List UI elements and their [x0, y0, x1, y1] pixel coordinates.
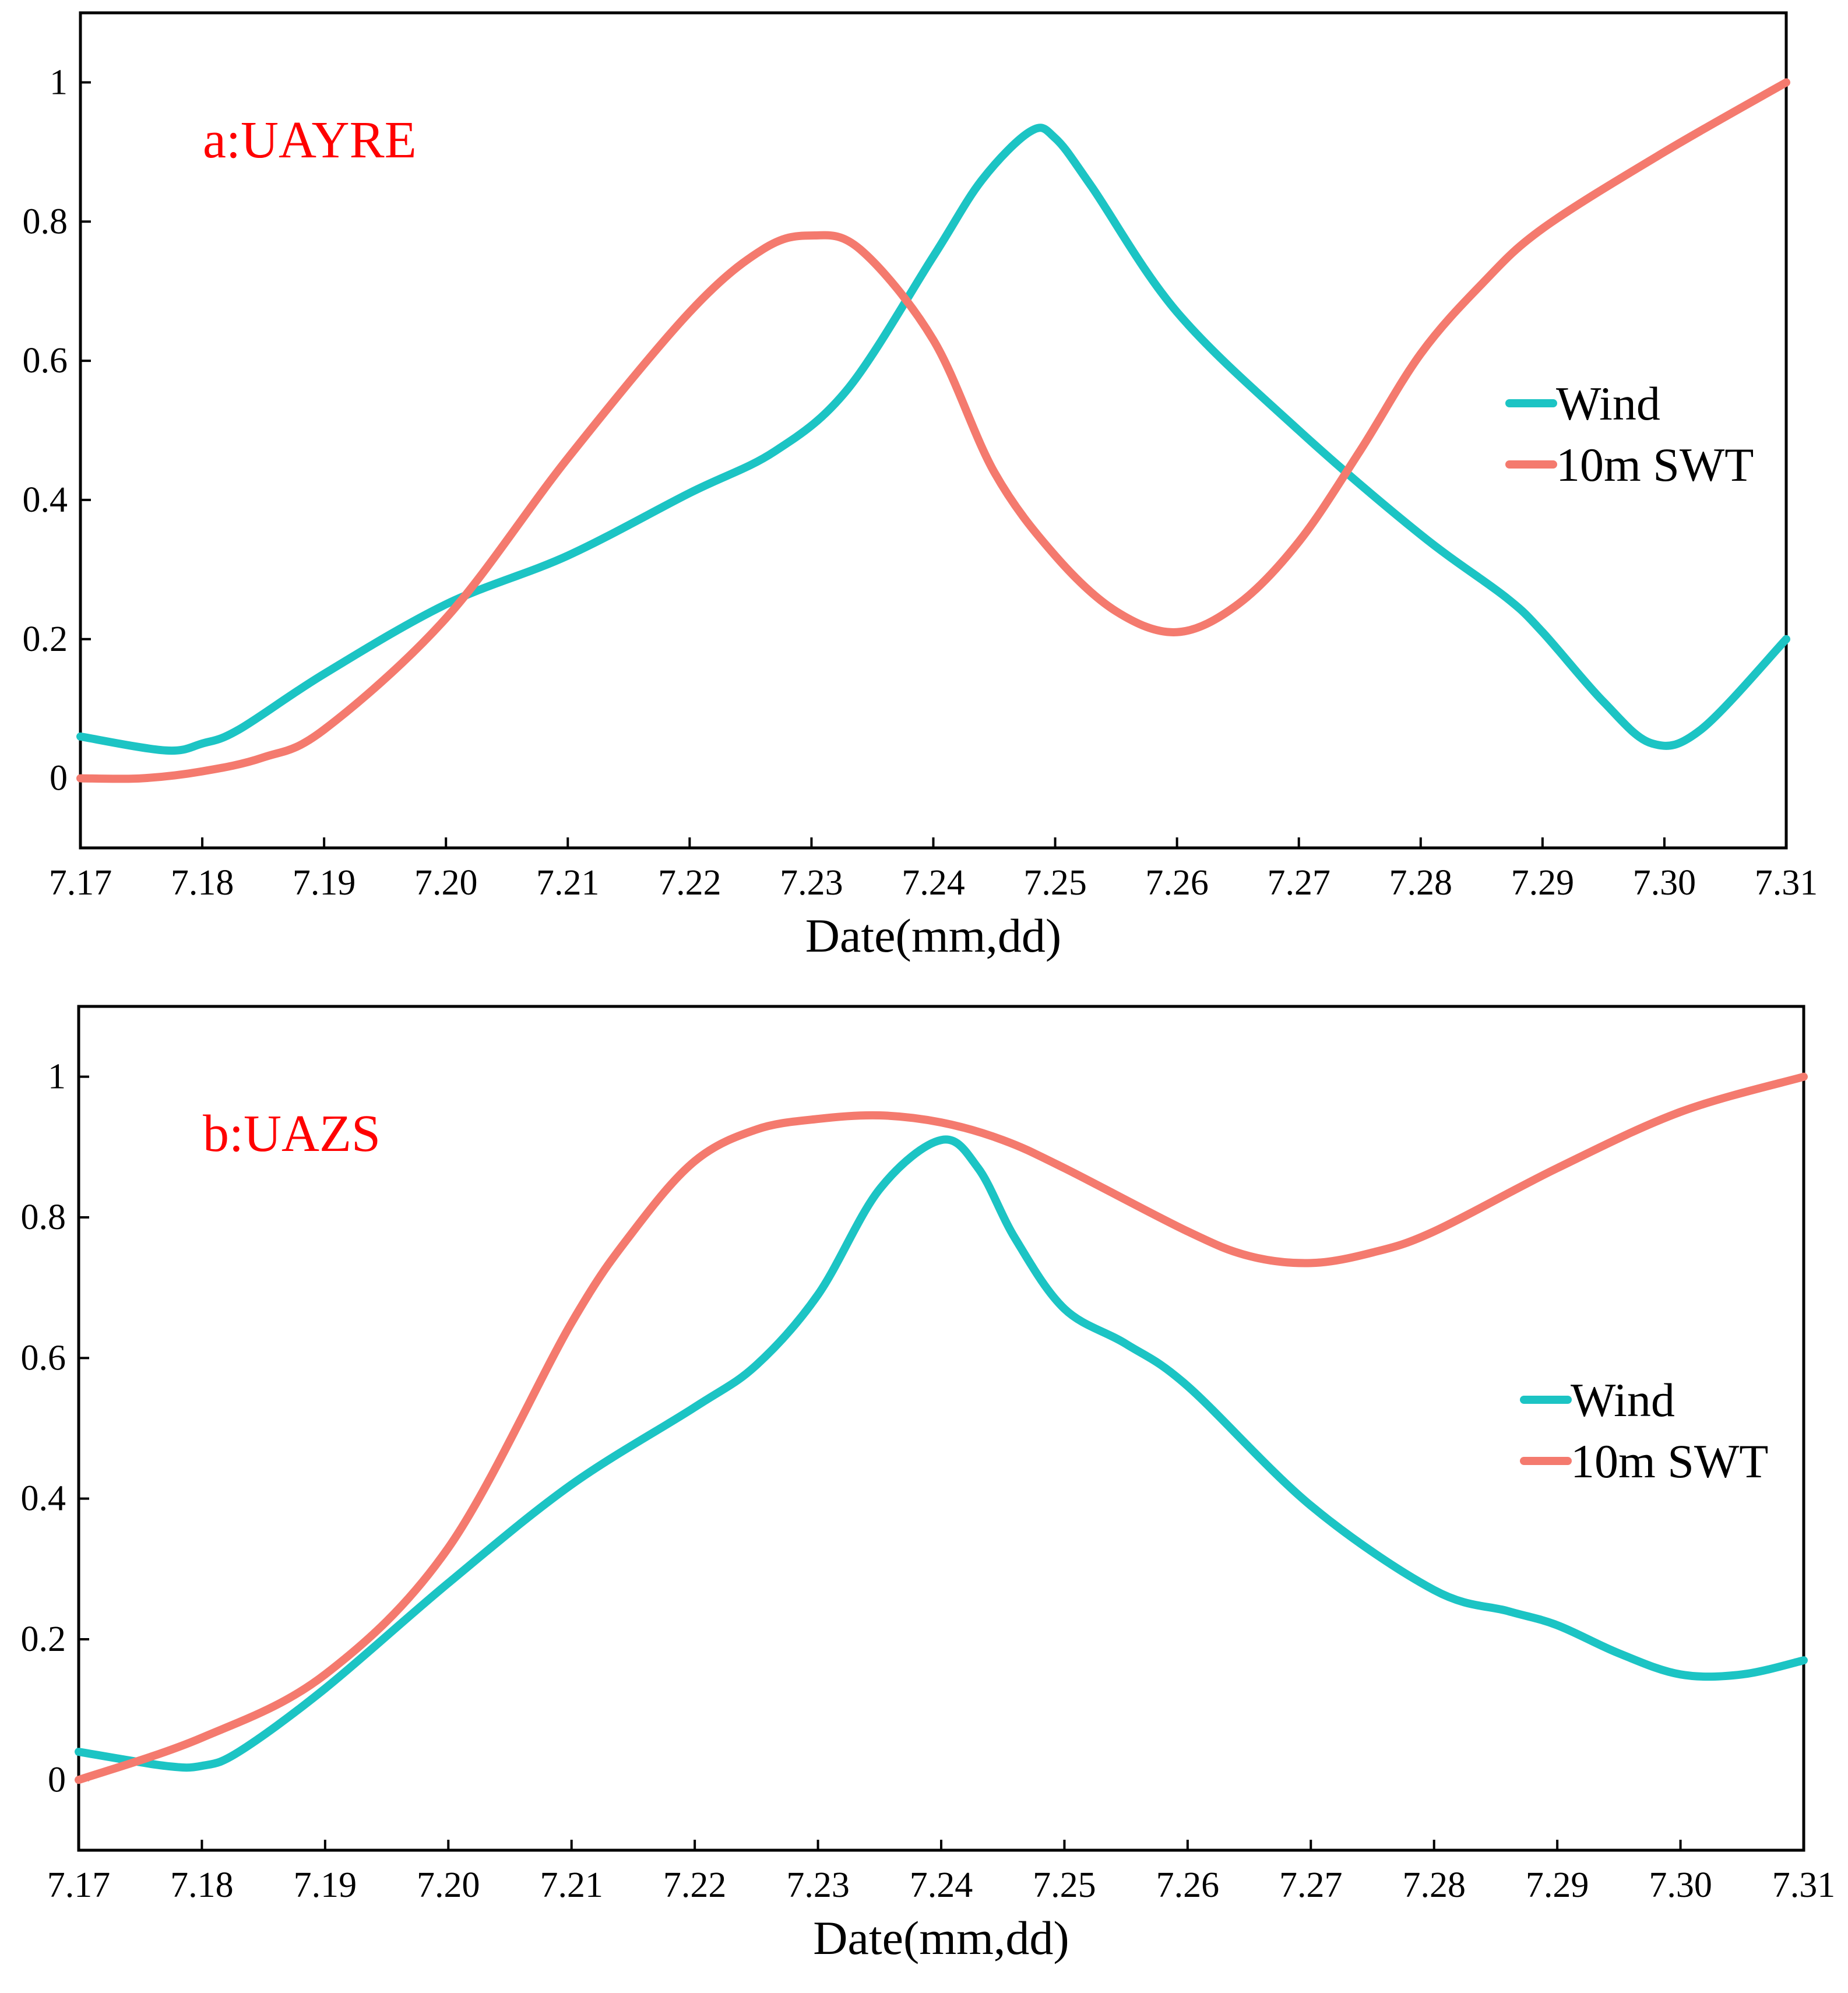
x-tick-label: 7.19 — [293, 863, 356, 903]
x-tick-label: 7.23 — [780, 863, 843, 903]
panel-label: a:UAYRE — [203, 111, 417, 169]
x-tick-label: 7.29 — [1511, 863, 1575, 903]
x-tick-label: 7.19 — [294, 1865, 357, 1905]
y-tick-label: 0 — [50, 759, 68, 798]
x-tick-label: 7.24 — [910, 1865, 973, 1905]
legend: Wind 10m SWT — [1520, 1374, 1768, 1488]
series-line-10m-swt — [76, 78, 1790, 783]
x-tick-label: 7.22 — [658, 863, 721, 903]
x-tick-label: 7.18 — [170, 1865, 234, 1905]
x-tick-label: 7.28 — [1402, 1865, 1466, 1905]
y-tick-label: 0.2 — [21, 1619, 66, 1659]
x-axis-label: Date(mm,dd) — [813, 1911, 1069, 1964]
x-tick-label: 7.20 — [417, 1865, 480, 1905]
x-tick-label: 7.30 — [1633, 863, 1696, 903]
y-tick-label: 0.6 — [21, 1338, 66, 1378]
y-tick-label: 1 — [50, 62, 68, 102]
x-axis-label: Date(mm,dd) — [805, 909, 1061, 962]
y-tick-label: 0.4 — [21, 1479, 66, 1519]
panel-label: b:UAZS — [203, 1105, 381, 1163]
y-tick-label: 0.2 — [23, 619, 68, 659]
x-tick-label: 7.26 — [1145, 863, 1209, 903]
x-tick-label: 7.27 — [1279, 1865, 1343, 1905]
panel-a: 0 0.2 0.4 0.6 0.8 1 7.17 7.18 7.19 7.20 7.21 7.22 7.… — [23, 11, 1818, 962]
legend-label: Wind — [1571, 1374, 1675, 1427]
x-tick-label: 7.31 — [1772, 1865, 1836, 1905]
x-tick-label: 7.31 — [1755, 863, 1818, 903]
legend-label: 10m SWT — [1556, 438, 1754, 491]
y-tick-label: 0 — [48, 1760, 66, 1800]
legend-label: Wind — [1556, 377, 1660, 430]
series-line-10m-swt — [75, 1072, 1808, 1784]
y-tick-label: 0.8 — [21, 1198, 66, 1237]
x-tick-label: 7.25 — [1033, 1865, 1096, 1905]
series-line-wind — [76, 124, 1790, 755]
legend: Wind 10m SWT — [1505, 377, 1754, 491]
y-tick-label: 0.6 — [23, 341, 68, 381]
x-tick-label: 7.22 — [663, 1865, 727, 1905]
x-tick-label: 7.23 — [786, 1865, 850, 1905]
x-tick-label: 7.30 — [1649, 1865, 1712, 1905]
y-tick-label: 1 — [48, 1057, 66, 1097]
y-tick-label: 0.8 — [23, 202, 68, 241]
panel-b: 0 0.2 0.4 0.6 0.8 1 7.17 7.18 7.19 7.20 7.21 7.22 7.… — [21, 1005, 1836, 1964]
legend-label: 10m SWT — [1571, 1435, 1768, 1488]
x-tick-label: 7.27 — [1267, 863, 1330, 903]
x-tick-label: 7.26 — [1156, 1865, 1220, 1905]
x-tick-label: 7.17 — [47, 1865, 111, 1905]
x-tick-label: 7.17 — [49, 863, 112, 903]
x-tick-label: 7.29 — [1526, 1865, 1589, 1905]
x-tick-label: 7.25 — [1023, 863, 1087, 903]
y-tick-label: 0.4 — [23, 480, 68, 520]
x-tick-label: 7.24 — [902, 863, 965, 903]
x-tick-label: 7.20 — [414, 863, 478, 903]
x-tick-label: 7.28 — [1389, 863, 1453, 903]
x-tick-label: 7.18 — [171, 863, 234, 903]
x-tick-label: 7.21 — [540, 1865, 603, 1905]
series-line-wind — [75, 1135, 1808, 1772]
x-tick-label: 7.21 — [536, 863, 600, 903]
